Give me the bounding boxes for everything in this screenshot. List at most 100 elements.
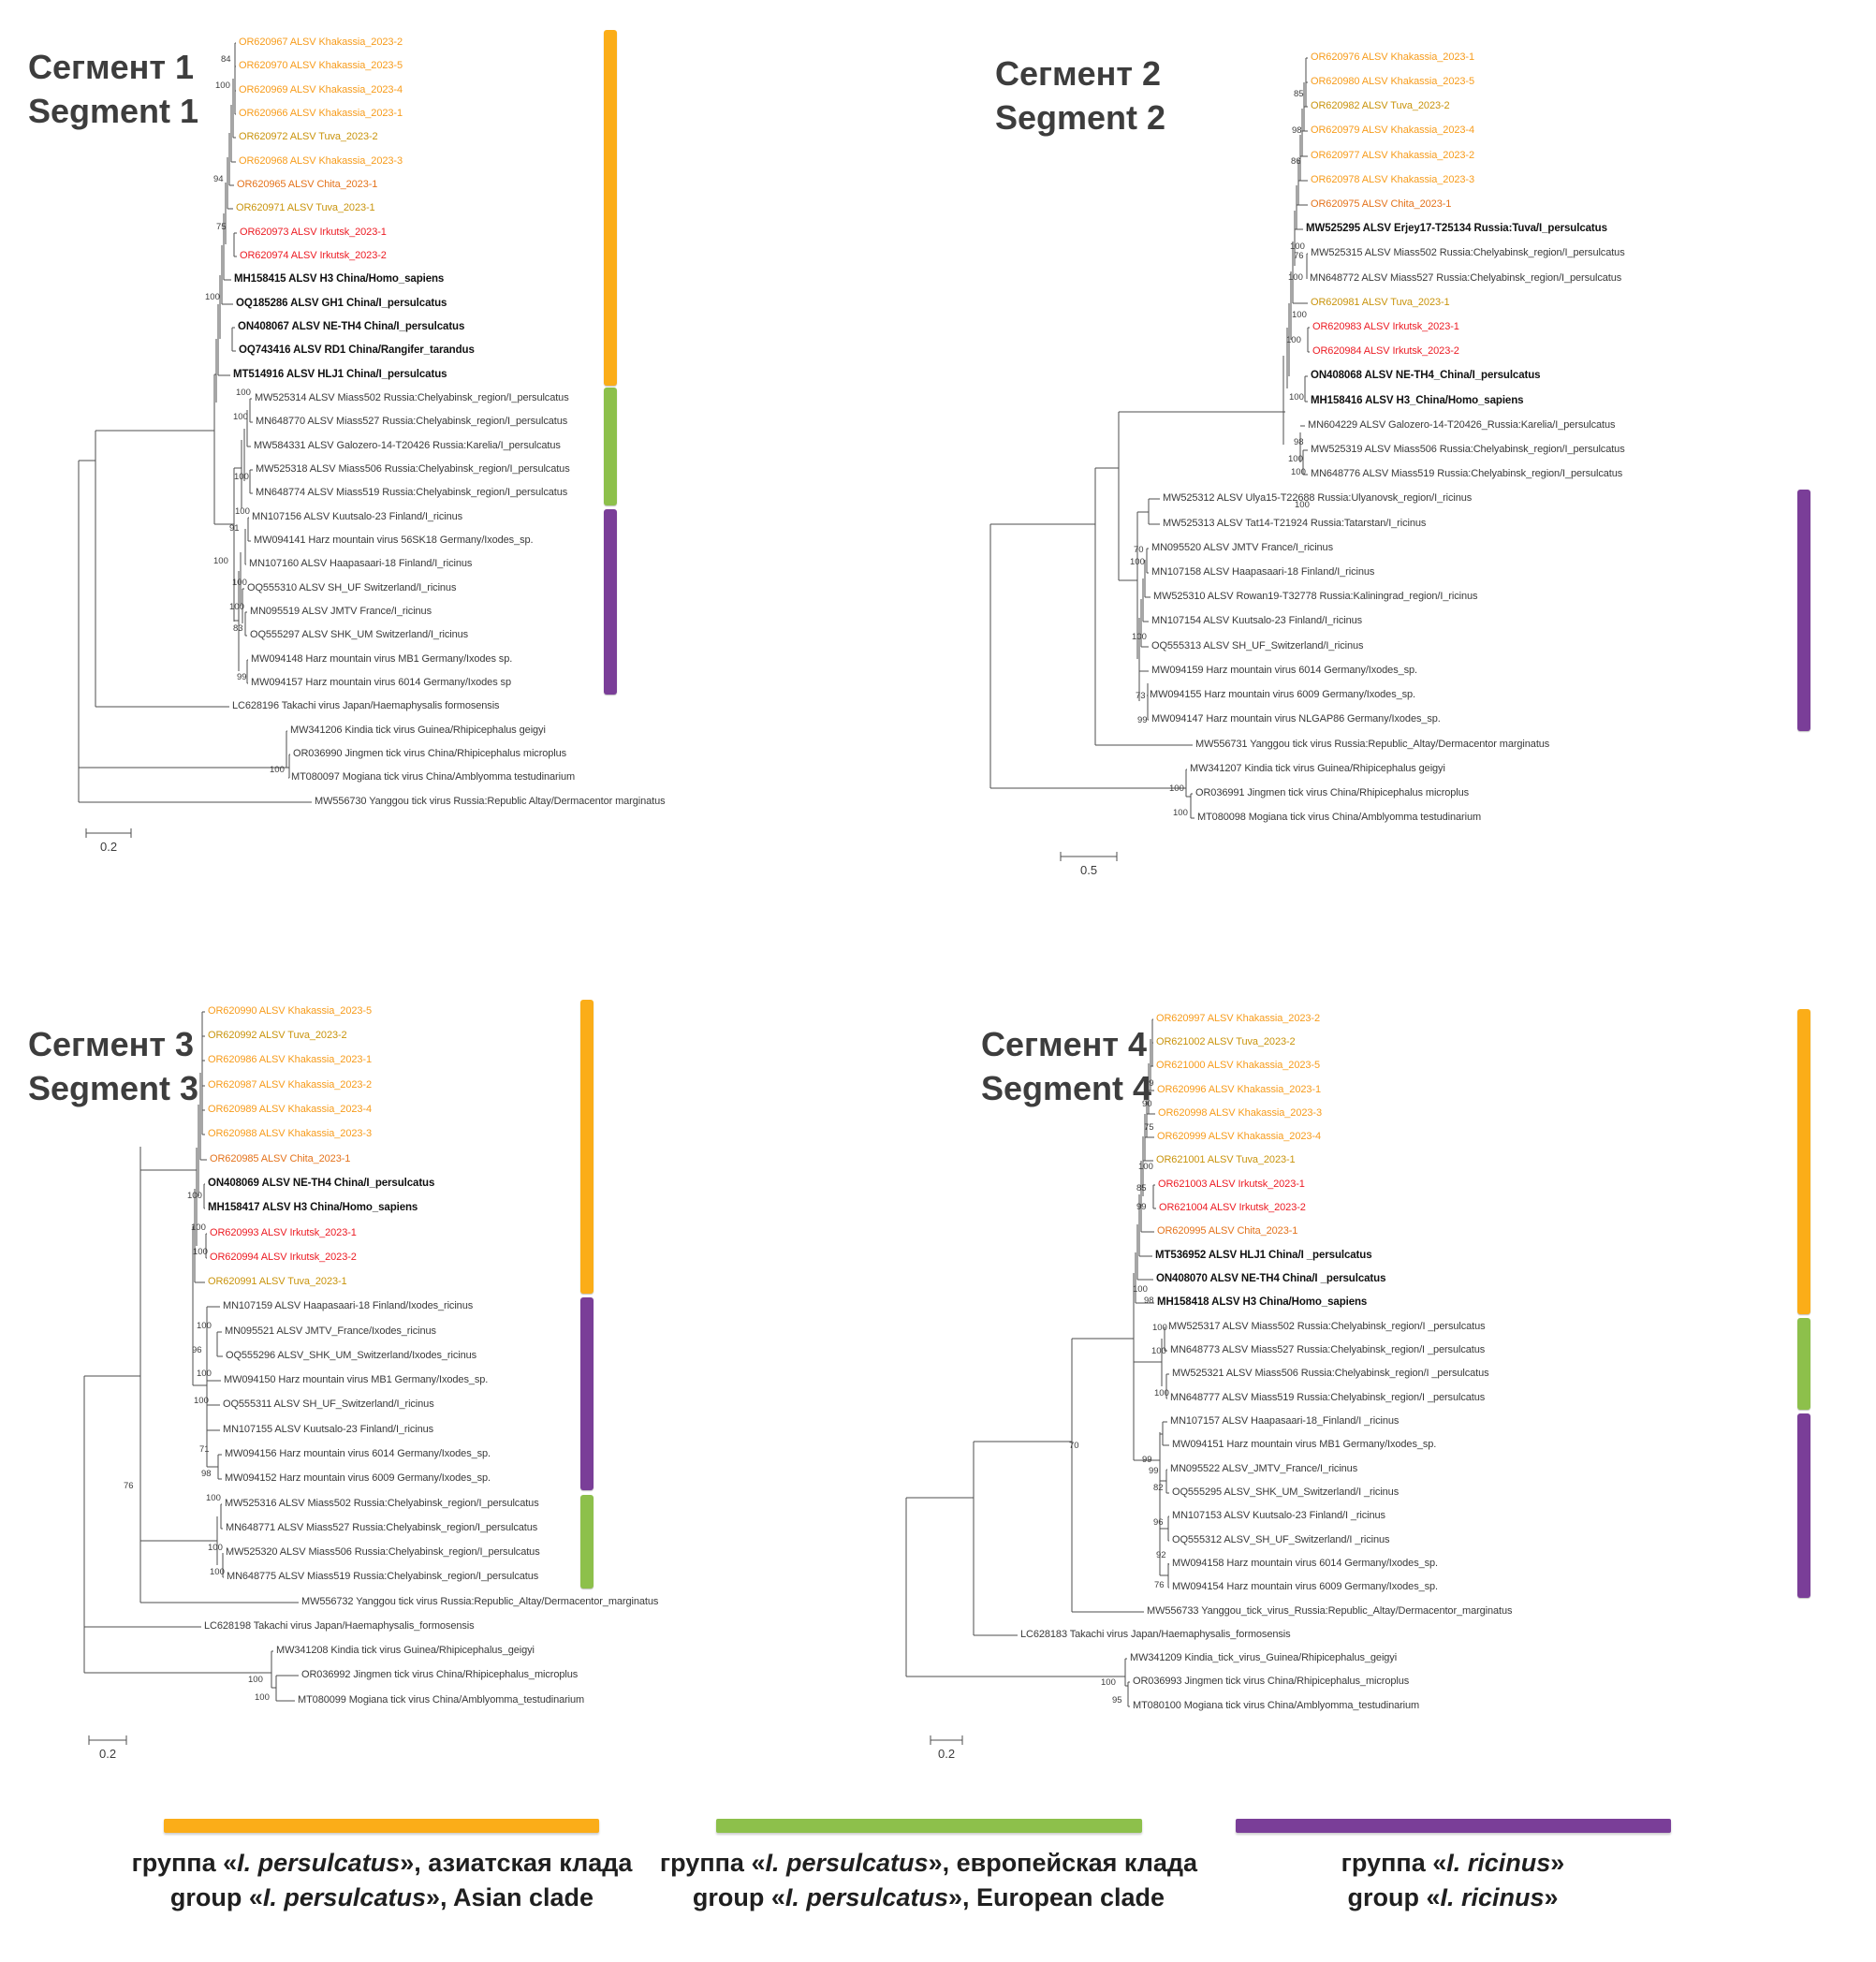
- legend-text: », европейская клада: [928, 1849, 1198, 1877]
- tree-leaf-label: MW094154 Harz mountain virus 6009 German…: [1172, 1581, 1438, 1592]
- tree-leaf-label: MW525317 ALSV Miass502 Russia:Chelyabins…: [1168, 1321, 1486, 1332]
- tree-leaf-label: MW341206 Kindia tick virus Guinea/Rhipic…: [290, 725, 546, 736]
- bootstrap-value: 76: [1294, 251, 1304, 261]
- panel-title-en: Segment 3: [28, 1069, 199, 1107]
- tree-leaf-label: MW094151 Harz mountain virus MB1 Germany…: [1172, 1439, 1437, 1450]
- bootstrap-value: 99: [1142, 1455, 1152, 1465]
- bootstrap-value: 76: [124, 1481, 134, 1491]
- tree-leaf-label: MN095521 ALSV JMTV_France/Ixodes_ricinus: [225, 1325, 436, 1337]
- legend-text: », азиатская клада: [400, 1849, 633, 1877]
- panel-title-segment-2: Сегмент 2 Segment 2: [995, 51, 1165, 139]
- tree-leaf-label: MW525295 ALSV Erjey17-T25134 Russia:Tuva…: [1306, 223, 1607, 234]
- legend-bar-orange: [164, 1819, 599, 1833]
- bootstrap-value: 100: [1290, 242, 1305, 252]
- bootstrap-value: 100: [235, 506, 250, 517]
- bootstrap-value: 92: [1156, 1550, 1166, 1560]
- tree-leaf-label: OR620975 ALSV Chita_2023-1: [1311, 198, 1452, 210]
- bootstrap-value: 100: [197, 1321, 212, 1331]
- tree-leaf-label: MW094147 Harz mountain virus NLGAP86 Ger…: [1151, 713, 1441, 725]
- bootstrap-value: 100: [1289, 392, 1304, 403]
- bootstrap-value: 100: [232, 578, 247, 588]
- bootstrap-value: 100: [1132, 632, 1147, 642]
- tree-leaf-label: MN095519 ALSV JMTV France/I_ricinus: [250, 606, 432, 617]
- tree-leaf-label: MT080097 Mogiana tick virus China/Amblyo…: [291, 771, 576, 783]
- tree-leaf-label: OR620983 ALSV Irkutsk_2023-1: [1312, 321, 1459, 332]
- bootstrap-value: 100: [1292, 310, 1307, 320]
- bootstrap-value: 100: [255, 1692, 270, 1703]
- bootstrap-value: 96: [192, 1345, 202, 1355]
- tree-leaf-label: MH158415 ALSV H3 China/Homo_sapiens: [234, 273, 445, 285]
- tree-leaf-label: OR620967 ALSV Khakassia_2023-2: [239, 37, 403, 48]
- legend-bar-green: [716, 1819, 1142, 1833]
- clade-bar-orange: [580, 1000, 594, 1294]
- tree-leaf-label: OR620985 ALSV Chita_2023-1: [210, 1153, 351, 1164]
- scale-bar-label: 0.5: [1080, 863, 1098, 877]
- bootstrap-value: 94: [213, 174, 224, 184]
- legend-text: group «: [692, 1883, 785, 1911]
- panel-title-en: Segment 2: [995, 98, 1166, 137]
- tree-leaf-label: MW525312 ALSV Ulya15-T22688 Russia:Ulyan…: [1163, 492, 1473, 504]
- legend-species-italic: I. persulcatus: [765, 1849, 929, 1877]
- tree-leaf-label: OR621001 ALSV Tuva_2023-1: [1156, 1154, 1296, 1165]
- tree-leaf-label: LC628183 Takachi virus Japan/Haemaphysal…: [1020, 1629, 1291, 1640]
- bootstrap-value: 100: [1295, 500, 1310, 510]
- tree-leaf-label: OQ555295 ALSV_SHK_UM_Switzerland/I _rici…: [1172, 1486, 1400, 1498]
- bootstrap-value: 96: [1153, 1517, 1164, 1528]
- legend-text: »: [1550, 1849, 1565, 1877]
- clade-bar-purple: [580, 1297, 594, 1490]
- clade-bar-green: [1797, 1318, 1810, 1410]
- panel-title-segment-1: Сегмент 1 Segment 1: [28, 45, 198, 133]
- tree-leaf-label: MW094158 Harz mountain virus 6014 German…: [1172, 1558, 1438, 1569]
- tree-leaf-label: OR620992 ALSV Tuva_2023-2: [208, 1030, 347, 1041]
- bootstrap-value: 85: [1136, 1183, 1147, 1193]
- tree-leaf-label: MW525315 ALSV Miass502 Russia:Chelyabins…: [1311, 247, 1625, 258]
- scale-bar-label: 0.2: [938, 1747, 956, 1761]
- clade-bar-purple: [1797, 490, 1810, 731]
- bootstrap-value: 99: [1136, 1202, 1147, 1212]
- tree-leaf-label: OR620971 ALSV Tuva_2023-1: [236, 202, 375, 213]
- tree-leaf-label: MW556732 Yanggou tick virus Russia:Repub…: [301, 1596, 659, 1607]
- tree-leaf-label: MW584331 ALSV Galozero-14-T20426 Russia:…: [254, 440, 561, 451]
- tree-leaf-label: OR620995 ALSV Chita_2023-1: [1157, 1225, 1298, 1237]
- panel-title-segment-3: Сегмент 3 Segment 3: [28, 1022, 198, 1110]
- tree-leaf-label: MN604229 ALSV Galozero-14-T20426_Russia:…: [1308, 419, 1616, 431]
- tree-leaf-label: MN648771 ALSV Miass527 Russia:Chelyabins…: [226, 1522, 538, 1533]
- bootstrap-value: 90: [1142, 1099, 1152, 1109]
- tree-leaf-label: MT514916 ALSV HLJ1 China/I_persulcatus: [233, 369, 447, 380]
- bootstrap-value: 100: [1291, 467, 1306, 477]
- panel-title-ru: Сегмент 1: [28, 48, 195, 86]
- tree-leaf-label: OR620980 ALSV Khakassia_2023-5: [1311, 76, 1474, 87]
- bootstrap-value: 100: [210, 1567, 225, 1577]
- legend-species-italic: I. persulcatus: [262, 1883, 426, 1911]
- clade-bar-purple: [1797, 1413, 1810, 1598]
- scale-bar-label: 0.2: [99, 1747, 117, 1761]
- tree-leaf-label: OR620984 ALSV Irkutsk_2023-2: [1312, 345, 1459, 357]
- tree-leaf-label: MW525310 ALSV Rowan19-T32778 Russia:Kali…: [1153, 591, 1478, 602]
- tree-leaf-label: MN095520 ALSV JMTV France/I_ricinus: [1151, 542, 1333, 553]
- tree-leaf-label: OR620991 ALSV Tuva_2023-1: [208, 1276, 347, 1287]
- tree-leaf-label: ON408068 ALSV NE-TH4_China/I_persulcatus: [1311, 370, 1541, 381]
- tree-leaf-label: MN648774 ALSV Miass519 Russia:Chelyabins…: [256, 487, 568, 498]
- tree-leaf-label: OR621004 ALSV Irkutsk_2023-2: [1159, 1202, 1306, 1213]
- tree-leaf-label: MW556731 Yanggou tick virus Russia:Repub…: [1195, 739, 1550, 750]
- tree-leaf-label: OR620996 ALSV Khakassia_2023-1: [1157, 1084, 1321, 1095]
- legend-species-italic: I. ricinus: [1440, 1883, 1545, 1911]
- tree-leaf-label: OQ743416 ALSV RD1 China/Rangifer_tarandu…: [239, 344, 475, 356]
- tree-leaf-label: OR620977 ALSV Khakassia_2023-2: [1311, 150, 1474, 161]
- bootstrap-value: 100: [229, 602, 244, 612]
- bootstrap-value: 100: [208, 1543, 223, 1553]
- clade-bar-green: [580, 1495, 594, 1589]
- panel-title-ru: Сегмент 4: [981, 1025, 1148, 1063]
- tree-leaf-label: MN648770 ALSV Miass527 Russia:Chelyabins…: [256, 416, 568, 427]
- legend-caption-en: group «I. persulcatus», European clade: [660, 1881, 1197, 1915]
- bootstrap-value: 100: [193, 1247, 208, 1257]
- legend-species-italic: I. persulcatus: [784, 1883, 948, 1911]
- tree-leaf-label: OR620987 ALSV Khakassia_2023-2: [208, 1079, 372, 1091]
- tree-leaf-label: MW525316 ALSV Miass502 Russia:Chelyabins…: [225, 1498, 539, 1509]
- legend-text: group «: [1347, 1883, 1441, 1911]
- tree-leaf-label: MW094148 Harz mountain virus MB1 Germany…: [251, 653, 513, 665]
- tree-leaf-label: OQ555312 ALSV_SH_UF_Switzerland/I _ricin…: [1172, 1534, 1390, 1545]
- tree-leaf-label: OR036990 Jingmen tick virus China/Rhipic…: [293, 748, 567, 759]
- bootstrap-value: 100: [233, 412, 248, 422]
